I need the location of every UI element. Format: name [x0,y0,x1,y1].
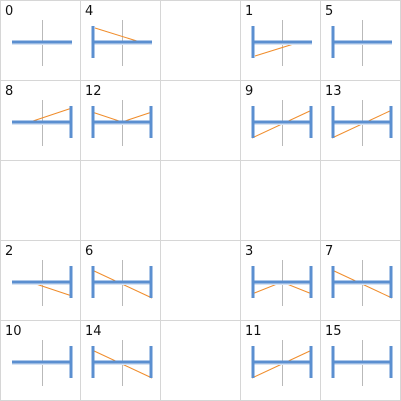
cell-number-label: 13 [325,84,342,99]
tile-cell: 15 [325,324,393,386]
cell-number-label: 11 [245,324,262,339]
cell-number-label: 7 [325,244,333,259]
tile-cell: 11 [245,324,313,386]
tile-cell: 9 [245,84,313,146]
cell-number-label: 8 [5,84,13,99]
diagonal-line [94,27,141,43]
tile-cell: 4 [85,4,152,66]
tile-cell: 14 [85,324,153,386]
cell-number-label: 12 [85,84,102,99]
cell-number-label: 5 [325,4,333,19]
cell-number-label: 14 [85,324,102,339]
tile-cell: 13 [325,84,393,146]
tile-cell: 12 [85,84,153,146]
cell-number-label: 4 [85,4,93,19]
cell-number-label: 0 [5,4,13,19]
tile-cell: 0 [5,4,72,66]
tile-cell: 1 [245,4,312,66]
cell-number-label: 9 [245,84,253,99]
tile-cell: 3 [245,244,313,306]
cell-number-label: 6 [85,244,93,259]
tile-cell: 7 [325,244,393,306]
cell-number-label: 1 [245,4,253,19]
tile-cell: 2 [5,244,73,306]
tile-cell: 10 [5,324,73,386]
diagonal-line [29,107,73,123]
cell-number-label: 15 [325,324,342,339]
tile-cell: 8 [5,84,73,146]
cell-number-label: 2 [5,244,13,259]
cell-number-label: 3 [245,244,253,259]
tile-cell: 6 [85,244,153,306]
cell-number-label: 10 [5,324,22,339]
tile-cell: 5 [325,4,392,66]
